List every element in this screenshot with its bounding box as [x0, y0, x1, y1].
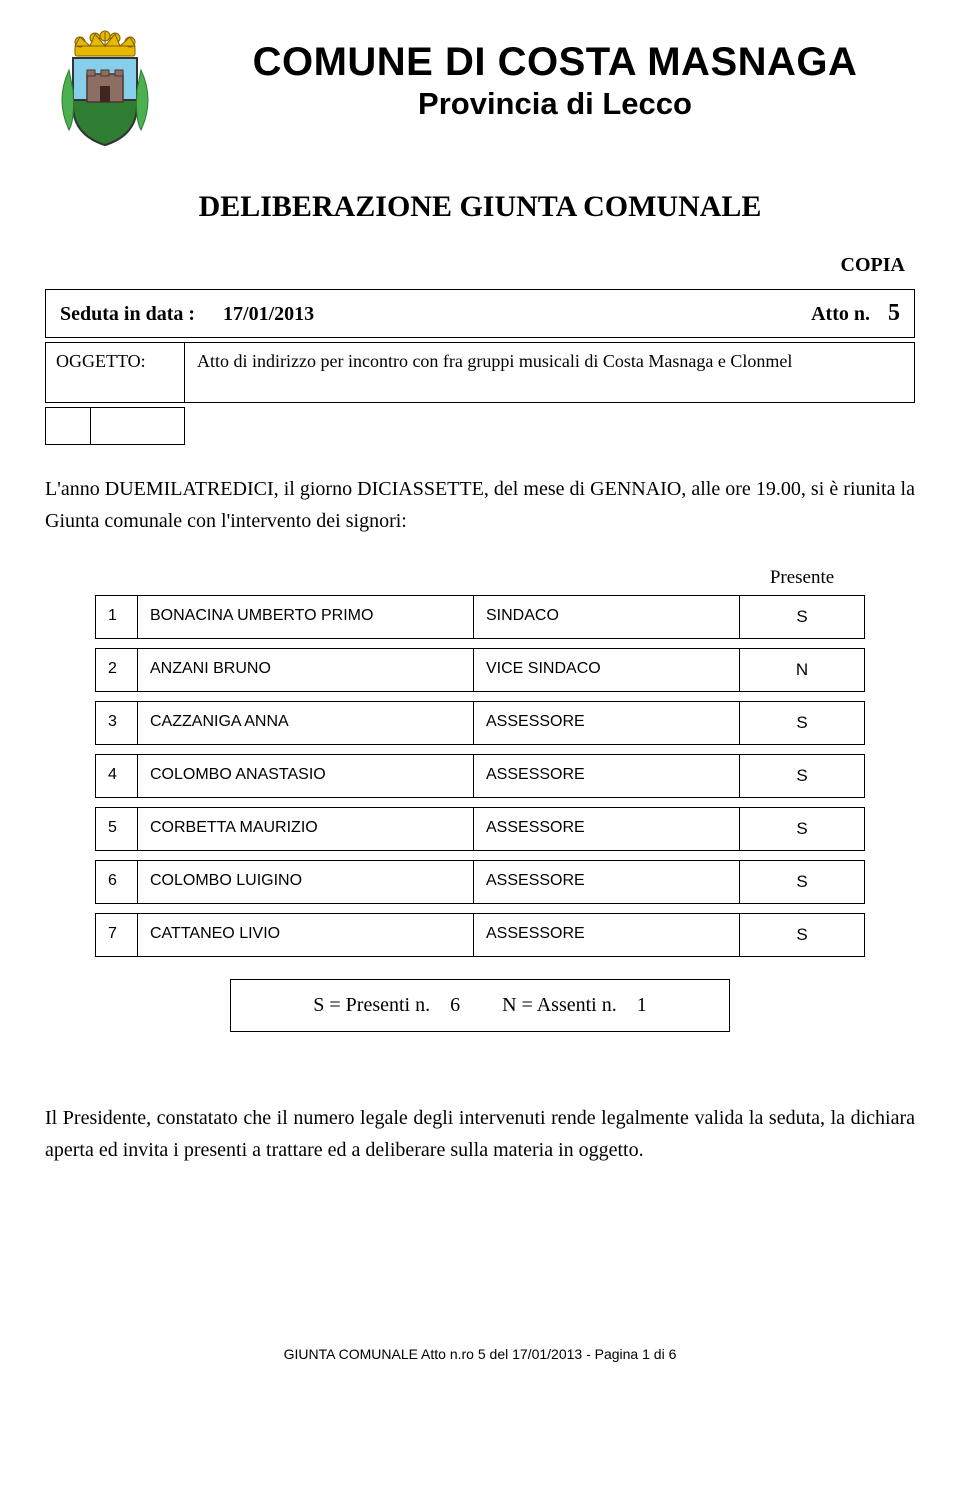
- attendance-summary: S = Presenti n. 6 N = Assenti n. 1: [230, 979, 730, 1032]
- row-role: ASSESSORE: [474, 702, 740, 744]
- row-presence: S: [740, 596, 864, 638]
- attendance-row: 1BONACINA UMBERTO PRIMOSINDACOS: [95, 595, 865, 639]
- row-number: 1: [96, 596, 138, 638]
- row-number: 5: [96, 808, 138, 850]
- seduta-label: Seduta in data :: [60, 303, 195, 326]
- atto-label: Atto n.: [811, 303, 870, 326]
- row-number: 2: [96, 649, 138, 691]
- attendance-header: Presente: [95, 567, 865, 595]
- row-name: COLOMBO LUIGINO: [138, 861, 474, 903]
- subject-row: OGGETTO: Atto di indirizzo per incontro …: [45, 342, 915, 403]
- row-presence: S: [740, 702, 864, 744]
- municipal-crest-icon: [45, 30, 165, 150]
- row-name: CAZZANIGA ANNA: [138, 702, 474, 744]
- session-meta-box: Seduta in data : 17/01/2013 Atto n. 5: [45, 289, 915, 338]
- subject-text: Atto di indirizzo per incontro con fra g…: [185, 342, 915, 403]
- closing-text: Il Presidente, constatato che il numero …: [45, 1102, 915, 1166]
- row-presence: N: [740, 649, 864, 691]
- letterhead-text: COMUNE DI COSTA MASNAGA Provincia di Lec…: [195, 30, 915, 122]
- row-number: 7: [96, 914, 138, 956]
- page-footer: GIUNTA COMUNALE Atto n.ro 5 del 17/01/20…: [45, 1346, 915, 1362]
- row-presence: S: [740, 808, 864, 850]
- row-number: 4: [96, 755, 138, 797]
- row-role: ASSESSORE: [474, 861, 740, 903]
- attendance-table: Presente 1BONACINA UMBERTO PRIMOSINDACOS…: [95, 567, 865, 957]
- copia-label: COPIA: [45, 254, 915, 277]
- attendance-row: 2ANZANI BRUNOVICE SINDACON: [95, 648, 865, 692]
- row-role: ASSESSORE: [474, 755, 740, 797]
- row-role: ASSESSORE: [474, 914, 740, 956]
- small-boxes: [45, 407, 915, 445]
- attendance-row: 3CAZZANIGA ANNAASSESSORES: [95, 701, 865, 745]
- letterhead: COMUNE DI COSTA MASNAGA Provincia di Lec…: [45, 30, 915, 150]
- row-role: ASSESSORE: [474, 808, 740, 850]
- attendance-row: 7CATTANEO LIVIOASSESSORES: [95, 913, 865, 957]
- row-presence: S: [740, 914, 864, 956]
- presente-header: Presente: [739, 567, 865, 595]
- row-number: 3: [96, 702, 138, 744]
- present-count: 6: [450, 994, 460, 1016]
- row-role: VICE SINDACO: [474, 649, 740, 691]
- absent-label: N = Assenti n.: [502, 994, 617, 1016]
- atto-number: 5: [888, 300, 900, 327]
- document-title: DELIBERAZIONE GIUNTA COMUNALE: [45, 190, 915, 224]
- seduta-date: 17/01/2013: [223, 303, 314, 326]
- municipality-name: COMUNE DI COSTA MASNAGA: [195, 40, 915, 85]
- attendance-row: 6COLOMBO LUIGINOASSESSORES: [95, 860, 865, 904]
- preamble-text: L'anno DUEMILATREDICI, il giorno DICIASS…: [45, 473, 915, 537]
- present-label: S = Presenti n.: [313, 994, 430, 1016]
- attendance-row: 5CORBETTA MAURIZIOASSESSORES: [95, 807, 865, 851]
- page: COMUNE DI COSTA MASNAGA Provincia di Lec…: [0, 0, 960, 1489]
- province-name: Provincia di Lecco: [195, 86, 915, 122]
- row-role: SINDACO: [474, 596, 740, 638]
- small-box-1: [45, 407, 91, 445]
- absent-count: 1: [637, 994, 647, 1016]
- row-presence: S: [740, 755, 864, 797]
- small-box-2: [91, 407, 185, 445]
- row-presence: S: [740, 861, 864, 903]
- attendance-row: 4COLOMBO ANASTASIOASSESSORES: [95, 754, 865, 798]
- subject-label: OGGETTO:: [45, 342, 185, 403]
- row-name: BONACINA UMBERTO PRIMO: [138, 596, 474, 638]
- row-name: CORBETTA MAURIZIO: [138, 808, 474, 850]
- row-name: CATTANEO LIVIO: [138, 914, 474, 956]
- row-name: COLOMBO ANASTASIO: [138, 755, 474, 797]
- row-name: ANZANI BRUNO: [138, 649, 474, 691]
- row-number: 6: [96, 861, 138, 903]
